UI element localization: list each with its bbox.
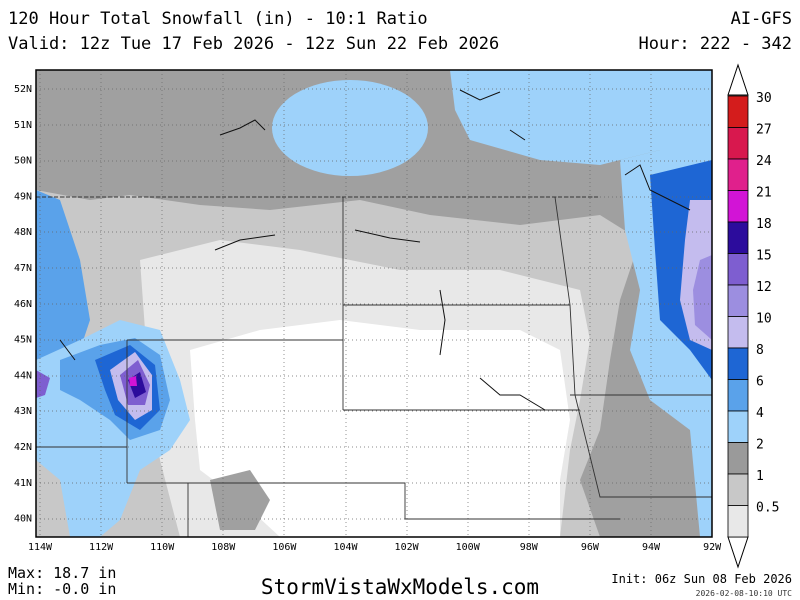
legend-arrow-top <box>727 63 749 96</box>
legend-label: 30 <box>756 91 772 106</box>
legend-swatch <box>727 284 749 317</box>
legend-swatch <box>727 127 749 160</box>
boundaries <box>36 89 712 537</box>
legend-swatch <box>727 410 749 443</box>
site-name: StormVistaWxModels.com <box>261 575 539 599</box>
legend-label: 15 <box>756 249 772 264</box>
min-value: Min: -0.0 in <box>8 580 116 598</box>
legend-label: 0.5 <box>756 501 779 516</box>
field-2in <box>210 470 270 530</box>
border <box>36 196 712 537</box>
legend-swatch <box>727 95 749 128</box>
map-frame <box>35 69 713 538</box>
init-time: Init: 06z Sun 08 Feb 2026 <box>611 572 792 586</box>
max-value: Max: 18.7 in <box>8 564 116 582</box>
lat-label: 44N <box>14 370 32 381</box>
legend-swatch <box>727 253 749 286</box>
lat-label: 47N <box>14 263 32 274</box>
legend-swatch <box>727 158 749 191</box>
lat-label: 42N <box>14 442 32 453</box>
legend-label: 10 <box>756 312 772 327</box>
map: 52N51N50N49N48N47N46N45N44N43N42N41N40N … <box>14 69 722 553</box>
lat-label: 40N <box>14 514 32 525</box>
lat-label: 48N <box>14 227 32 238</box>
lon-label: 96W <box>581 542 600 553</box>
lon-label: 110W <box>150 542 175 553</box>
field-12in <box>693 255 712 340</box>
lon-label: 112W <box>89 542 114 553</box>
legend-label: 8 <box>756 343 764 358</box>
lat-label: 51N <box>14 120 32 131</box>
lon-label: 114W <box>28 542 53 553</box>
legend-label: 18 <box>756 217 772 232</box>
lat-label: 41N <box>14 478 32 489</box>
legend-swatch <box>727 473 749 506</box>
lon-label: 104W <box>333 542 358 553</box>
lon-label: 108W <box>211 542 236 553</box>
legend-arrow-bottom <box>727 536 749 569</box>
legend-label: 4 <box>756 406 764 421</box>
model: AI-GFS <box>731 9 792 29</box>
legend-swatch <box>727 442 749 475</box>
field-4in <box>272 80 428 176</box>
legend-label: 12 <box>756 280 772 295</box>
legend-swatch <box>727 379 749 412</box>
forecast-hour: Hour: 222 - 342 <box>638 34 792 54</box>
legend-label: 1 <box>756 469 764 484</box>
legend-label: 2 <box>756 438 764 453</box>
lon-label: 100W <box>456 542 481 553</box>
lat-label: 46N <box>14 299 32 310</box>
timestamp: 2026-02-08-10:10 UTC <box>696 589 793 598</box>
legend-label: 6 <box>756 375 764 390</box>
legend-label: 24 <box>756 154 772 169</box>
lat-label: 43N <box>14 406 32 417</box>
lat-label: 49N <box>14 191 32 202</box>
snowfall-field <box>36 70 712 537</box>
field-4in <box>450 70 712 170</box>
legend-swatch <box>727 347 749 380</box>
legend-label: 27 <box>756 123 772 138</box>
lon-label: 102W <box>395 542 420 553</box>
lat-label: 52N <box>14 84 32 95</box>
legend-swatch <box>727 316 749 349</box>
legend-label: 21 <box>756 186 772 201</box>
valid-time: Valid: 12z Tue 17 Feb 2026 - 12z Sun 22 … <box>8 34 499 54</box>
legend-swatch <box>727 221 749 254</box>
lat-labels: 52N 51N 50N 49N 48N 47N 46N 45N 44N 43N 42N 41N 40N <box>14 84 32 525</box>
lon-labels: 114W 112W 110W 108W 106W 104W 102W 100W 98W 96W 94… <box>28 542 722 553</box>
lat-label: 45N <box>14 335 32 346</box>
lon-label: 92W <box>703 542 722 553</box>
coastline <box>59 89 691 411</box>
legend-swatch <box>727 505 749 538</box>
legend-swatch <box>727 190 749 223</box>
field-21in <box>129 376 137 386</box>
title: 120 Hour Total Snowfall (in) - 10:1 Rati… <box>8 9 428 29</box>
lon-label: 98W <box>520 542 539 553</box>
lat-label: 50N <box>14 156 32 167</box>
lon-label: 106W <box>272 542 297 553</box>
field-15in <box>36 370 50 398</box>
lon-label: 94W <box>642 542 661 553</box>
